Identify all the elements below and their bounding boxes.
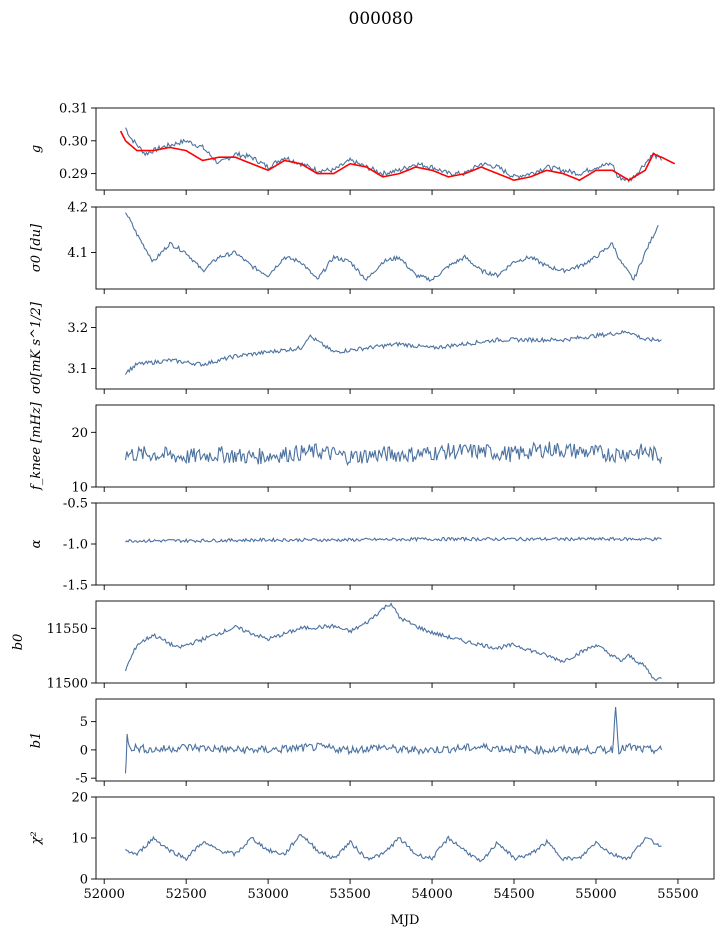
x-axis-label: MJD (391, 913, 420, 928)
blue-series-line (125, 329, 662, 375)
y-tick-label: -1.0 (63, 538, 88, 553)
y-tick-label: 11500 (47, 677, 88, 692)
y-axis-label: α (29, 539, 44, 548)
y-axis-label: g (29, 145, 44, 153)
axes-frame (95, 796, 715, 880)
blue-series-line (124, 602, 662, 682)
axes-frame (95, 206, 715, 290)
x-tick-label: 53000 (247, 887, 288, 902)
figure-title: 000080 (349, 9, 414, 29)
y-axis-label: σ0[mK s^1/2] (29, 301, 44, 394)
x-tick-label: 55000 (575, 887, 616, 902)
y-tick-label: -0.5 (63, 497, 88, 512)
y-tick-label: 0 (80, 743, 88, 758)
y-tick-label: 11550 (47, 622, 88, 637)
y-tick-label: -1.5 (63, 579, 88, 594)
x-tick-label: 55500 (657, 887, 698, 902)
x-tick-label: 54500 (493, 887, 534, 902)
y-axis-label: χ² (29, 831, 44, 845)
blue-series-line (125, 212, 659, 282)
axes-frame (95, 600, 715, 684)
panels: 0.29 0.30 0.31 g 4.1 4.2 σ0 [du] 3.1 3.2 σ0[mK s^… (11, 102, 715, 902)
x-tick-label: 52500 (165, 887, 206, 902)
panel-5: -1.5 -1.0 -0.5 α (29, 497, 715, 594)
y-tick-label: 10 (71, 832, 88, 847)
y-axis-label: b0 (11, 634, 26, 651)
blue-series-line (125, 536, 662, 544)
panel-1: 0.29 0.30 0.31 g (29, 102, 715, 195)
y-tick-label: 0.30 (59, 134, 88, 149)
panel-2: 4.1 4.2 σ0 [du] (29, 201, 715, 294)
y-axis-label: σ0 [du] (29, 223, 44, 272)
blue-series-line (125, 127, 663, 184)
y-tick-label: 20 (71, 426, 88, 441)
y-tick-label: 5 (80, 715, 88, 730)
y-tick-label: 0 (80, 873, 88, 888)
x-tick-label: 54000 (411, 887, 452, 902)
x-tick-label: 52000 (84, 887, 125, 902)
axes-frame (95, 502, 715, 586)
y-tick-label: 0.29 (59, 167, 88, 182)
axes-frame (95, 306, 715, 390)
panel-7: -5 0 5 b1 (29, 698, 715, 787)
y-tick-label: 3.1 (67, 362, 88, 377)
y-tick-label: 3.2 (67, 321, 88, 336)
y-tick-label: -5 (75, 772, 88, 787)
axes-frame (95, 404, 715, 488)
y-axis-label: b1 (29, 732, 44, 749)
blue-series-line (124, 707, 663, 774)
y-axis-label: f_knee [mHz] (29, 401, 44, 491)
red-series-line (119, 130, 676, 182)
blue-series-line (124, 441, 663, 467)
y-tick-label: 4.2 (67, 201, 88, 216)
panel-8: 0 10 20 52000 52500 53000 53500 54000 54500 55000… (29, 791, 715, 902)
y-tick-label: 4.1 (67, 246, 88, 261)
y-tick-label: 10 (71, 481, 88, 496)
x-tick-label: 53500 (329, 887, 370, 902)
y-tick-label: 0.31 (59, 102, 88, 117)
panel-4: 10 20 f_knee [mHz] (29, 401, 715, 496)
axes-frame (95, 698, 715, 782)
axes-frame (95, 107, 715, 191)
y-tick-label: 20 (71, 791, 88, 806)
panel-3: 3.1 3.2 σ0[mK s^1/2] (29, 301, 715, 394)
panel-6: 11500 11550 b0 (11, 600, 715, 692)
blue-series-line (125, 834, 662, 863)
